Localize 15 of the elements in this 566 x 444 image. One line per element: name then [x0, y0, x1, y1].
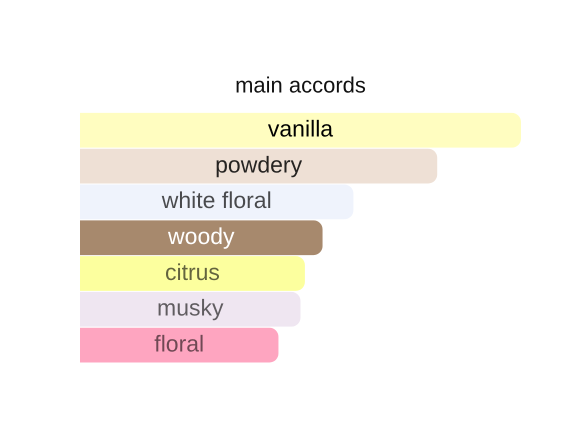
- bar: [80, 328, 278, 362]
- bar: [80, 292, 300, 327]
- y-tick-label: musky: [157, 294, 224, 321]
- y-tick-label: woody: [167, 223, 236, 250]
- y-tick-label: powdery: [215, 151, 303, 178]
- chart-title: main accords: [235, 72, 366, 98]
- bar: [80, 184, 354, 220]
- y-tick-label: vanilla: [268, 116, 334, 142]
- bar: [80, 220, 323, 256]
- bar: [80, 112, 521, 148]
- y-tick-label: floral: [154, 330, 204, 356]
- bar: [80, 148, 438, 184]
- bar: [80, 256, 305, 291]
- y-tick-label: citrus: [164, 258, 220, 285]
- y-tick-label: white floral: [160, 187, 272, 214]
